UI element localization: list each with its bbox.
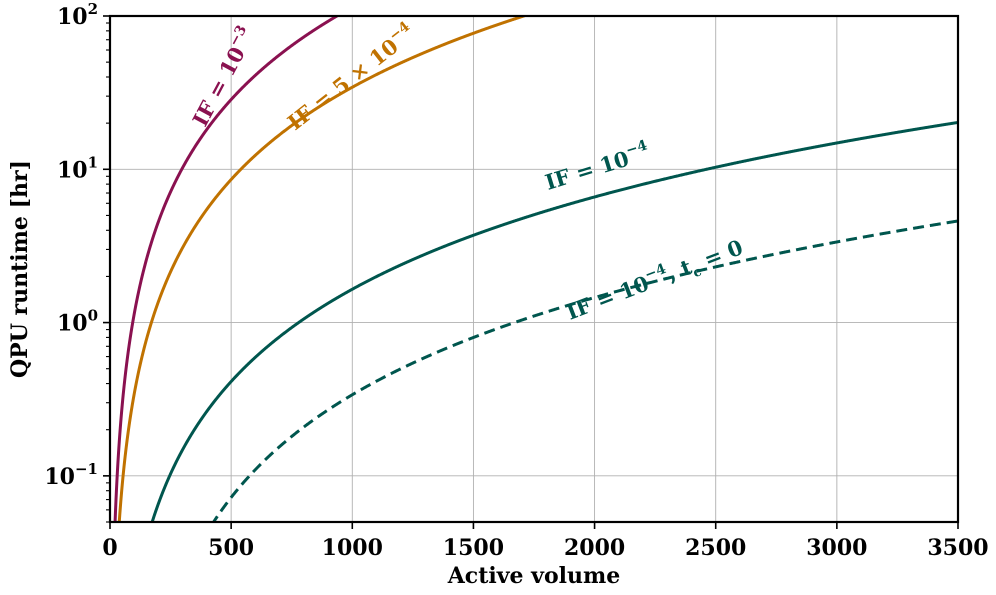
series-line-3: [150, 121, 958, 522]
series-line-4: [211, 219, 958, 522]
curve-label-2: IF = 5 × 10−4: [281, 18, 420, 135]
y-axis-label: QPU runtime [hr]: [7, 160, 33, 378]
curves: [113, 16, 958, 522]
y-tick-label: 10−1: [44, 460, 98, 490]
y-tick-label: 100: [57, 307, 98, 337]
series-line-1: [113, 16, 340, 522]
y-tick-label: 102: [57, 0, 98, 30]
curve-labels: IF = 10−3 IF = 5 × 10−4IF = 10−4IF = 10−4…: [186, 18, 747, 329]
curve-label-1: IF = 10−3: [186, 23, 260, 131]
curve-label-4: IF = 10−4, tc = 0: [562, 233, 747, 329]
x-tick-label: 3000: [806, 535, 867, 561]
x-tick-label: 500: [208, 535, 254, 561]
x-tick-label: 1500: [443, 535, 504, 561]
x-axis-label: Active volume: [447, 563, 621, 589]
grid: [110, 16, 958, 522]
x-tick-label: 0: [102, 535, 117, 561]
x-tick-label: 1000: [322, 535, 383, 561]
plot-frame: [108, 14, 960, 524]
x-tick-label: 3500: [927, 535, 988, 561]
x-tick-label: 2000: [564, 535, 625, 561]
ticks: 0 500 1000 1500 2000 2500 3000 3500 10−1 100 101 10…: [44, 0, 988, 561]
x-tick-label: 2500: [685, 535, 746, 561]
series-line-2: [117, 16, 529, 522]
y-tick-label: 101: [57, 153, 98, 183]
